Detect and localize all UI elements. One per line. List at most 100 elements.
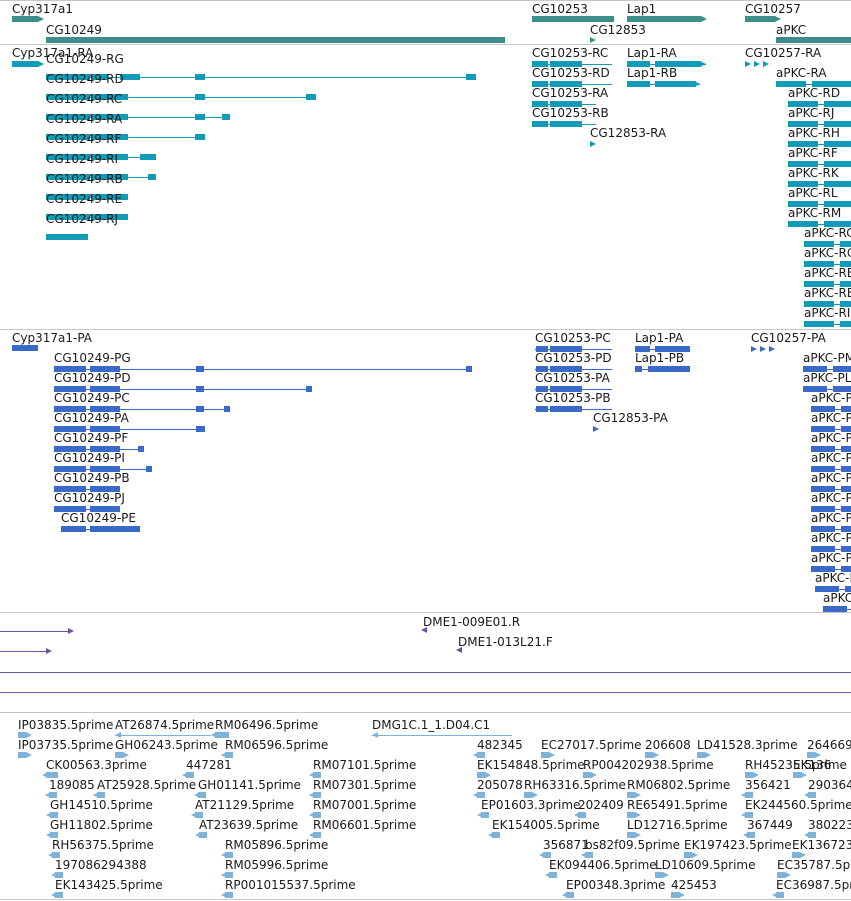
protein-label-apkc[interactable]: aPKC-PL <box>803 371 851 385</box>
est-label[interactable]: RH56375.5prime <box>52 838 154 852</box>
transcript-label-apkc[interactable]: aPKC-RH <box>788 126 840 140</box>
est-feature[interactable] <box>313 792 321 798</box>
protein-cg10253-exon[interactable] <box>550 406 582 412</box>
transcript-cg10249-exon[interactable] <box>120 74 140 80</box>
transcript-apkc-exon[interactable] <box>824 221 851 227</box>
est-label[interactable]: AT21129.5prime <box>195 798 295 812</box>
protein-cg10249-exon[interactable] <box>54 486 86 492</box>
est-feature[interactable] <box>55 892 63 898</box>
protein-label-apkc[interactable]: aPKC-PM <box>803 351 851 365</box>
transcript-cg10249-exon[interactable] <box>46 134 90 140</box>
protein-apkc-exon[interactable] <box>811 546 835 552</box>
transcript-apkc-exon[interactable] <box>840 301 851 307</box>
est-feature[interactable] <box>199 832 207 838</box>
est-label[interactable]: EK197423.5prime <box>684 838 792 852</box>
transcript-label-apkc[interactable]: aPKC-RI <box>804 306 851 320</box>
transcript-cg10253-exon[interactable] <box>532 101 548 107</box>
protein-apkc-exon[interactable] <box>811 506 835 512</box>
protein-cg10253-exon[interactable] <box>536 346 548 352</box>
est-label[interactable]: 482345 <box>477 738 523 752</box>
est-label[interactable]: 290364 <box>808 778 851 792</box>
protein-label-apkc[interactable]: aPKC-PF <box>811 491 851 505</box>
transcript-cg10249-exon[interactable] <box>92 94 128 100</box>
transcript-cg10249-exon[interactable] <box>46 174 90 180</box>
protein-cg10249-exon[interactable] <box>90 426 120 432</box>
protein-apkc-exon[interactable] <box>811 446 835 452</box>
protein-cg10253-exon[interactable] <box>536 386 548 392</box>
est-label[interactable]: IP03835.5prime <box>18 718 114 732</box>
est-label[interactable]: GH06243.5prime <box>115 738 218 752</box>
est-feature[interactable] <box>115 752 123 758</box>
protein-label-cg10249[interactable]: CG10249-PB <box>54 471 130 485</box>
transcript-apkc-exon[interactable] <box>804 301 834 307</box>
transcript-apkc-exon[interactable] <box>824 181 851 187</box>
protein-apkc-exon[interactable] <box>811 466 835 472</box>
est-feature[interactable] <box>524 792 532 798</box>
protein-cg10249-exon[interactable] <box>54 446 86 452</box>
protein-label-cg12853-pa[interactable]: CG12853-PA <box>593 411 668 425</box>
transcript-label-lap1-ra[interactable]: Lap1-RA <box>627 46 677 60</box>
transcript-apkc-exon[interactable] <box>804 281 834 287</box>
est-feature[interactable] <box>777 872 785 878</box>
est-feature[interactable] <box>808 832 816 838</box>
est-feature[interactable] <box>793 772 801 778</box>
transcript-apkc-exon[interactable] <box>824 161 851 167</box>
est-feature[interactable] <box>566 892 574 898</box>
est-feature[interactable] <box>97 792 105 798</box>
transcript-label-apkc[interactable]: aPKC-RE <box>804 286 851 300</box>
est-label[interactable]: RH63316.5prime <box>524 778 626 792</box>
est-feature[interactable] <box>776 892 784 898</box>
transcript-cg10253-exon[interactable] <box>550 81 582 87</box>
est-feature[interactable] <box>627 792 635 798</box>
transcript-apkc-exon[interactable] <box>804 321 834 327</box>
est-label[interactable]: EC36987.5prime <box>776 878 851 892</box>
transcript-label-cg10257-ra[interactable]: CG10257-RA <box>745 46 822 60</box>
protein-label-cg10249[interactable]: CG10249-PD <box>54 371 131 385</box>
protein-cg10249-exon[interactable] <box>61 526 86 532</box>
est-label[interactable]: RM06802.5prime <box>627 778 731 792</box>
transcript-cg10253-exon[interactable] <box>532 121 548 127</box>
transcript-apkc-exon[interactable] <box>788 141 818 147</box>
est-label[interactable]: LD12716.5prime <box>627 818 728 832</box>
est-feature[interactable] <box>313 832 321 838</box>
protein-apkc-exon[interactable] <box>811 526 835 532</box>
transcript-cg10249-exon[interactable] <box>92 74 108 80</box>
est-label[interactable]: EK143425.5prime <box>55 878 163 892</box>
est-feature[interactable] <box>745 772 753 778</box>
transcript-cg10253-exon[interactable] <box>550 121 582 127</box>
transcript-cg10249-exon[interactable] <box>46 154 90 160</box>
est-feature[interactable] <box>186 772 194 778</box>
est-feature[interactable] <box>225 752 233 758</box>
transcript-apkc-exon[interactable] <box>788 221 818 227</box>
protein-cg10249-exon[interactable] <box>90 446 120 452</box>
protein-label-cg10253[interactable]: CG10253-PC <box>535 331 611 345</box>
est-label[interactable]: 202409 <box>578 798 624 812</box>
protein-label-cg10257-pa[interactable]: CG10257-PA <box>751 331 826 345</box>
protein-cg10249-exon[interactable] <box>54 386 86 392</box>
protein-apkc-exon[interactable] <box>841 526 851 532</box>
protein-cg10249-exon[interactable] <box>196 406 204 412</box>
protein-label-apkc[interactable]: aPKC-PG <box>811 511 851 525</box>
transcript-label-apkc[interactable]: aPKC-RL <box>788 186 838 200</box>
transcript-label-cg10253[interactable]: CG10253-RB <box>532 106 609 120</box>
est-label[interactable]: GH11802.5prime <box>50 818 153 832</box>
est-label[interactable]: GH01141.5prime <box>198 778 301 792</box>
protein-label-apkc[interactable]: aPKC-PC <box>811 431 851 445</box>
est-label[interactable]: RM06596.5prime <box>225 738 329 752</box>
est-label[interactable]: RP001015537.5prime <box>225 878 356 892</box>
transcript-lap1-rb-exon[interactable] <box>627 81 650 87</box>
est-label[interactable]: RM07001.5prime <box>313 798 417 812</box>
protein-apkc-exon[interactable] <box>833 386 851 392</box>
protein-label-cg10249[interactable]: CG10249-PI <box>54 451 125 465</box>
transcript-cg10249-exon[interactable] <box>92 134 128 140</box>
transcript-cg10249-exon[interactable] <box>46 234 88 240</box>
protein-cg10249-exon[interactable] <box>54 406 86 412</box>
protein-cg10249-exon[interactable] <box>54 426 86 432</box>
protein-cg10249-exon[interactable] <box>466 366 472 372</box>
est-feature[interactable] <box>477 772 485 778</box>
gene-label-cg10249[interactable]: CG10249 <box>46 23 102 37</box>
transcript-label-cg10249[interactable]: CG10249-RC <box>46 92 123 106</box>
est-label[interactable]: AT23639.5prime <box>199 818 299 832</box>
est-label[interactable]: EK136 <box>793 758 832 772</box>
est-feature[interactable] <box>313 772 321 778</box>
